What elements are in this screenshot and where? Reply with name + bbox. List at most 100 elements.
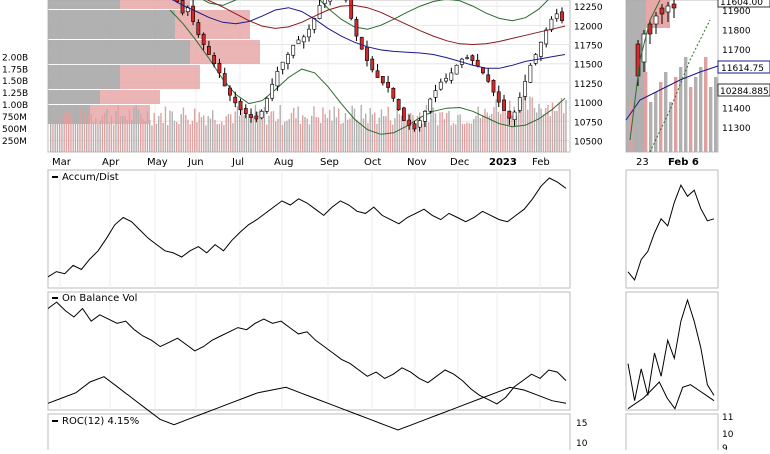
- candle-body-17: [259, 111, 264, 119]
- candle-body-20: [275, 71, 280, 87]
- volume-bar-65: [196, 122, 198, 152]
- volume-bar-23: [101, 115, 104, 152]
- volume-bar-6: [63, 111, 65, 152]
- candle-body-40: [380, 76, 385, 84]
- volume-tick-4: 1.00B: [2, 101, 28, 111]
- volume-bar-182: [459, 114, 461, 152]
- inset-volume-bar-4: [649, 102, 653, 152]
- candle-body-30: [328, 0, 333, 2]
- volume-bar-21: [97, 123, 99, 152]
- candle-body-47: [417, 120, 422, 128]
- candle-body-1: [175, 0, 180, 2]
- inset-candle-0: [635, 43, 641, 77]
- candle-body-24: [296, 39, 301, 45]
- moving-averages: [171, 0, 566, 69]
- volume-bar-99: [272, 111, 275, 152]
- volume-bar-30: [117, 105, 119, 152]
- volume-bar-45: [151, 125, 153, 152]
- volume-bar-60: [185, 115, 187, 152]
- x-month-label-10: 2023: [489, 157, 517, 168]
- volume-bar-63: [191, 120, 194, 152]
- volume-bar-75: [218, 123, 221, 152]
- candle-body-74: [560, 11, 564, 22]
- candle-body-37: [365, 46, 369, 61]
- volume-bar-5: [61, 119, 63, 152]
- volume-bar-140: [365, 113, 367, 152]
- volume-bar-212: [527, 109, 529, 152]
- inset-volume-bar-0: [629, 102, 633, 152]
- roc-inset-tick-2: 9: [722, 444, 728, 450]
- candle-body-42: [391, 87, 396, 99]
- volume-bar-109: [295, 118, 297, 152]
- inset-volume-bar-13: [694, 77, 698, 152]
- candle-body-64: [507, 110, 512, 119]
- volume-bar-9: [70, 113, 72, 152]
- volume-bar-159: [407, 113, 410, 152]
- volume-bar-177: [448, 111, 450, 152]
- candle-body-15: [249, 114, 253, 118]
- volume-bar-161: [412, 115, 414, 152]
- volume-bar-31: [119, 116, 122, 152]
- roc-label: ROC(12) 4.15%: [62, 416, 139, 427]
- inset-y-tick-2: 11700: [722, 46, 751, 56]
- volume-bar-1: [52, 123, 54, 152]
- volume-bar-37: [133, 107, 135, 152]
- inset-candle-6: [671, 3, 677, 9]
- volume-bar-192: [482, 115, 484, 152]
- inset-y-tick-6: 11300: [722, 124, 751, 134]
- volume-bar-210: [522, 95, 524, 152]
- vbp-gray-3: [48, 65, 120, 89]
- candle-body-36: [359, 36, 364, 50]
- volume-bar-87: [245, 108, 248, 152]
- volume-bar-198: [495, 99, 497, 152]
- price-tag-1-text: 11614.75: [721, 64, 764, 74]
- volume-bar-180: [455, 124, 457, 152]
- volume-bar-62: [189, 124, 191, 152]
- obv-panel-frame: [47, 291, 571, 411]
- volume-bar-16: [86, 122, 88, 152]
- volume-bar-193: [484, 108, 486, 152]
- volume-bar-202: [504, 107, 506, 152]
- candle-body-50: [433, 90, 438, 98]
- price-tag-2: [717, 83, 770, 97]
- volume-bar-225: [556, 110, 558, 152]
- volume-bar-205: [511, 115, 513, 152]
- x-month-label-1: Apr: [102, 157, 120, 168]
- accum-inset-frame: [625, 169, 719, 289]
- y-tick-2: 11750: [574, 42, 603, 52]
- volume-bar-114: [306, 118, 308, 152]
- inset-x-label-0: 23: [636, 157, 649, 168]
- candle-body-16: [254, 115, 259, 120]
- candle-body-73: [554, 13, 559, 19]
- volume-bar-227: [560, 98, 563, 152]
- inset-volume-bar-12: [689, 87, 693, 152]
- volume-bar-121: [322, 107, 324, 152]
- volume-bar-169: [430, 107, 432, 152]
- candle-body-61: [491, 79, 496, 93]
- volume-bar-52: [167, 125, 169, 152]
- volume-bar-20: [95, 118, 97, 152]
- volume-tick-2: 1.50B: [2, 77, 28, 87]
- volume-bar-171: [434, 113, 437, 152]
- inset-volume-bar-7: [664, 72, 668, 152]
- price-tag-2-text: 10284.885: [720, 87, 769, 97]
- accum-panel-frame: [47, 169, 571, 289]
- roc-legend-dash: [52, 420, 58, 422]
- candle-body-44: [401, 107, 406, 121]
- vbp-red-0: [120, 0, 190, 9]
- roc-inset-frame: [625, 413, 719, 454]
- inset-sma-blue: [625, 65, 719, 121]
- volume-bar-191: [479, 117, 482, 152]
- candle-body-11: [228, 87, 232, 96]
- bollinger-lower-line: [169, 9, 566, 135]
- candle-body-28: [317, 5, 322, 19]
- candle-body-22: [286, 54, 290, 64]
- volume-bar-76: [221, 121, 223, 152]
- volume-bar-188: [473, 118, 475, 152]
- obv-inset-line: [627, 298, 715, 401]
- volume-bar-50: [162, 122, 164, 152]
- volume-bar-220: [545, 107, 547, 152]
- volume-bar-95: [263, 106, 266, 152]
- volume-bar-54: [171, 111, 173, 152]
- volume-bar-179: [452, 123, 455, 152]
